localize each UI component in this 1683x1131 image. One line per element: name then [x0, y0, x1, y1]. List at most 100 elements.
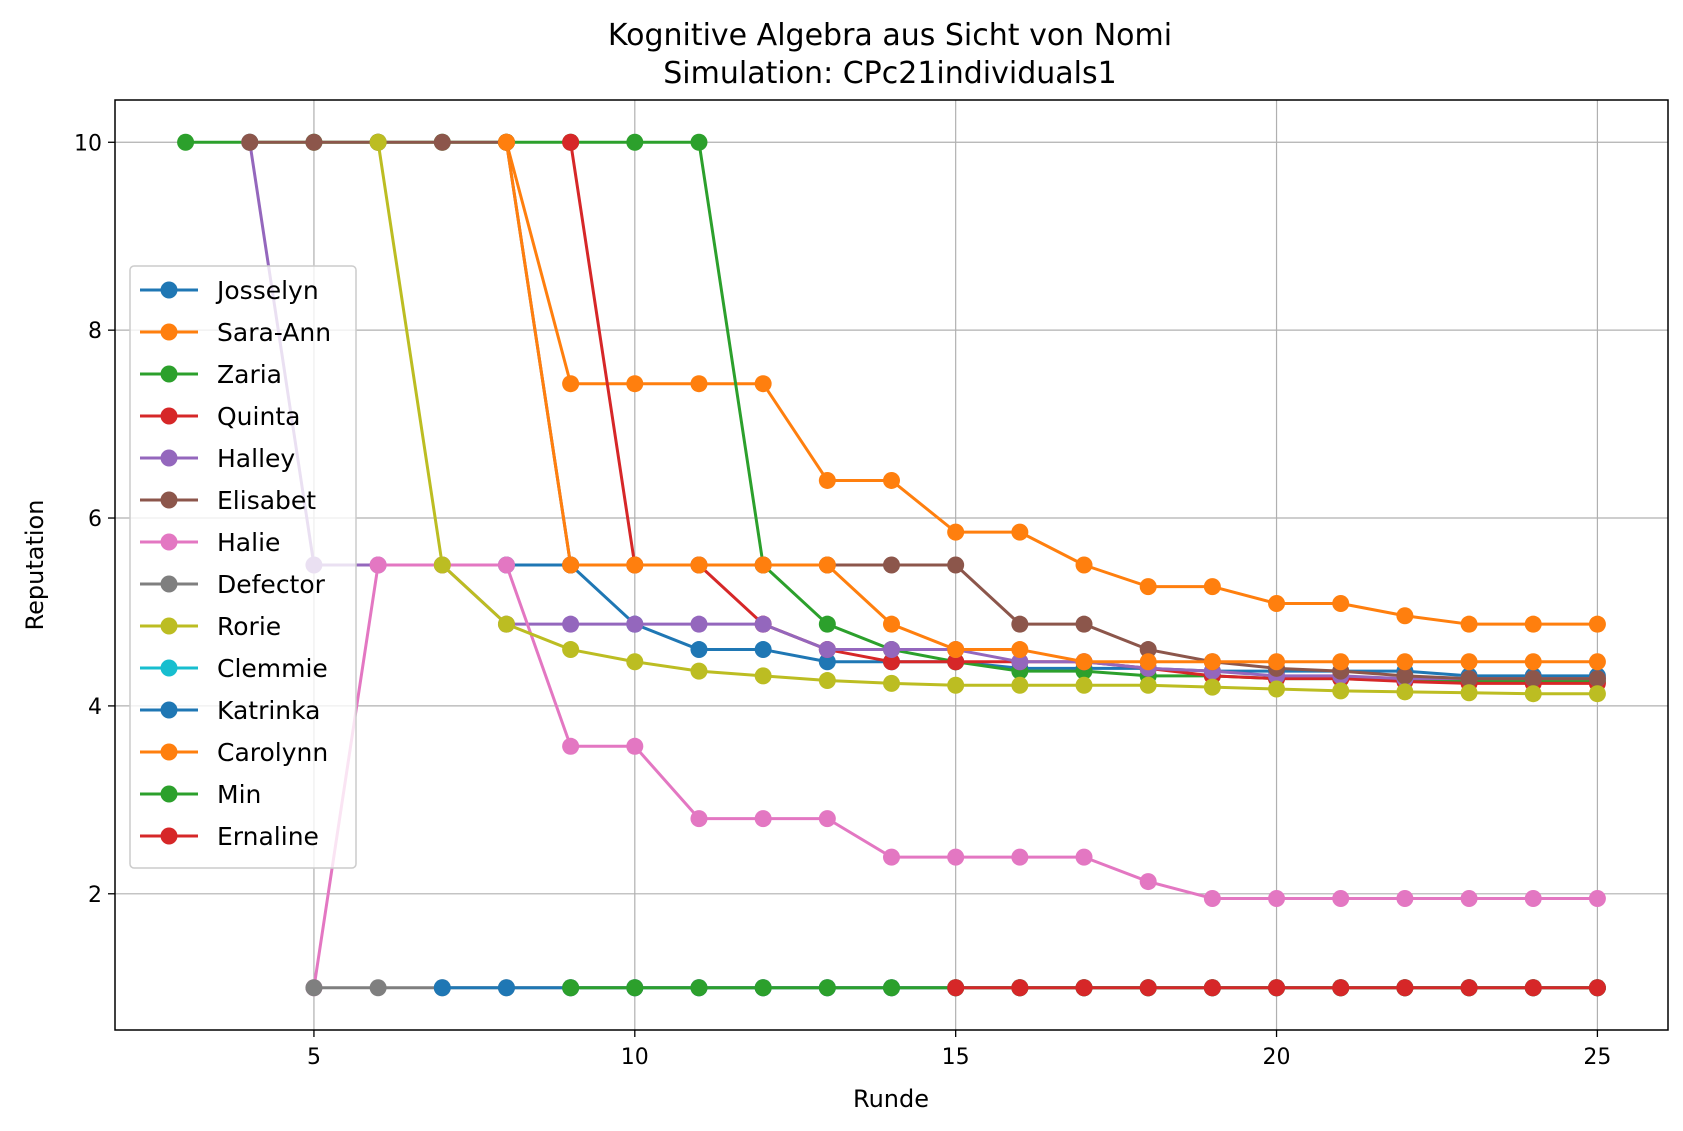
data-point	[883, 653, 900, 671]
data-point	[1139, 641, 1157, 659]
x-tick-label: 25	[1583, 1045, 1611, 1070]
data-point	[1203, 678, 1221, 696]
series-carolynn	[497, 133, 1606, 671]
legend-item: Katrinka	[140, 696, 321, 725]
x-tick-label: 10	[621, 1045, 649, 1070]
data-point	[1268, 595, 1286, 613]
data-point	[177, 133, 195, 151]
legend-item: Rorie	[140, 612, 281, 641]
chart-subtitle: Simulation: CPc21individuals1	[663, 56, 1116, 91]
data-point	[562, 641, 580, 659]
legend-label: Halie	[217, 528, 280, 557]
data-point	[305, 133, 323, 151]
data-point	[562, 737, 580, 755]
series-line	[249, 140, 1598, 681]
x-tick-label: 5	[307, 1045, 321, 1070]
legend-box	[129, 265, 357, 869]
legend-item: Quinta	[140, 402, 300, 431]
data-point	[1460, 979, 1478, 997]
x-tick-label: 15	[942, 1045, 970, 1070]
data-point	[818, 471, 836, 489]
legend-label: Carolynn	[217, 738, 328, 767]
x-axis-label: Runde	[853, 1085, 929, 1113]
data-point	[883, 556, 900, 574]
series-line	[504, 142, 1598, 664]
legend-marker	[160, 533, 178, 551]
legend-item: Min	[140, 780, 261, 809]
data-point	[1460, 615, 1478, 633]
data-point	[690, 615, 708, 633]
legend-label: Josselyn	[215, 276, 319, 305]
data-point	[433, 133, 451, 151]
data-point	[754, 810, 772, 828]
legend-label: Ernaline	[217, 822, 319, 851]
data-point	[947, 641, 965, 659]
data-point	[947, 556, 965, 574]
data-point	[754, 375, 772, 393]
legend-item: Sara-Ann	[140, 318, 331, 347]
series-rorie	[369, 133, 1606, 703]
data-point	[883, 641, 900, 659]
y-axis-label: Reputation	[21, 500, 49, 631]
data-point	[690, 979, 708, 997]
data-point	[369, 556, 387, 574]
data-point	[1139, 578, 1157, 596]
data-point	[883, 674, 900, 692]
data-point	[626, 615, 644, 633]
data-point	[562, 615, 580, 633]
data-point	[1139, 653, 1157, 671]
data-point	[433, 979, 451, 997]
legend-item: Elisabet	[140, 486, 316, 515]
data-point	[754, 667, 772, 685]
legend: Josselyn Sara-Ann Zaria Quinta Halley Elisabe…	[129, 265, 357, 869]
legend-marker	[160, 575, 178, 593]
legend-marker	[160, 743, 178, 761]
legend-marker	[160, 827, 178, 845]
legend-item: Zaria	[140, 360, 282, 389]
tick-layer: 5 10 15 20 25 2 4 6 8 10	[74, 131, 1611, 1070]
y-tick-label: 6	[88, 507, 102, 532]
data-point	[1268, 653, 1286, 671]
data-point	[626, 737, 644, 755]
data-point	[369, 133, 387, 151]
data-point	[1524, 889, 1542, 907]
data-point	[1011, 615, 1029, 633]
legend-label: Katrinka	[217, 696, 321, 725]
data-point	[1011, 848, 1029, 866]
data-point	[818, 810, 836, 828]
data-point	[1011, 979, 1029, 997]
legend-label: Elisabet	[217, 486, 316, 515]
legend-marker	[160, 281, 178, 299]
data-point	[1460, 684, 1478, 702]
data-point	[1396, 667, 1414, 685]
data-point	[1460, 889, 1478, 907]
data-point	[1332, 682, 1350, 700]
data-point	[754, 979, 772, 997]
data-point	[1075, 615, 1093, 633]
y-tick-label: 2	[88, 883, 102, 908]
data-point	[883, 615, 900, 633]
legend-marker	[160, 449, 178, 467]
legend-item: Carolynn	[140, 738, 328, 767]
legend-marker	[160, 785, 178, 803]
data-point	[1460, 670, 1478, 688]
data-point	[626, 979, 644, 997]
data-point	[818, 556, 836, 574]
data-point	[1588, 615, 1606, 633]
data-point	[562, 556, 580, 574]
series-ernaline	[947, 979, 1606, 997]
data-point	[818, 653, 836, 671]
data-point	[1139, 676, 1157, 694]
data-point	[1524, 653, 1542, 671]
legend-marker	[160, 323, 178, 341]
data-point	[883, 471, 900, 489]
y-tick-label: 4	[88, 695, 102, 720]
data-point	[1588, 670, 1606, 688]
data-point	[1332, 653, 1350, 671]
chart-title: Kognitive Algebra aus Sicht von Nomi	[608, 18, 1172, 53]
y-tick-label: 10	[74, 131, 102, 156]
data-point	[690, 133, 708, 151]
data-point	[1075, 676, 1093, 694]
data-point	[1268, 979, 1286, 997]
data-point	[497, 133, 515, 151]
